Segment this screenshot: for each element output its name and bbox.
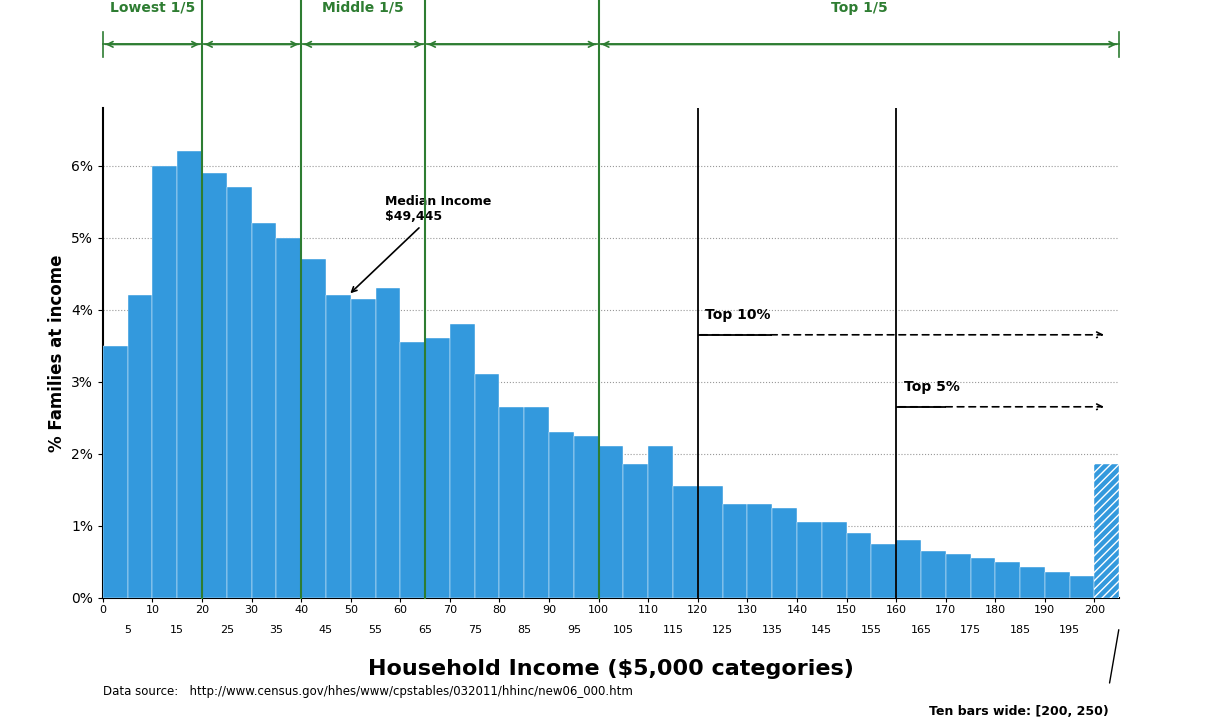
- Bar: [252, 223, 276, 598]
- Bar: [549, 432, 574, 598]
- Bar: [822, 522, 847, 598]
- Bar: [871, 544, 897, 598]
- Y-axis label: % Families at income: % Families at income: [47, 254, 65, 451]
- X-axis label: Household Income ($5,000 categories): Household Income ($5,000 categories): [368, 659, 854, 679]
- Bar: [375, 288, 401, 598]
- Text: Top 1/5: Top 1/5: [830, 1, 887, 15]
- Bar: [797, 522, 822, 598]
- Bar: [1095, 464, 1119, 598]
- Bar: [649, 446, 673, 598]
- Bar: [127, 295, 152, 598]
- Bar: [177, 151, 202, 598]
- Bar: [450, 324, 474, 598]
- Bar: [1045, 572, 1070, 598]
- Bar: [202, 173, 226, 598]
- Bar: [301, 259, 325, 598]
- Bar: [599, 446, 623, 598]
- Bar: [1070, 576, 1095, 598]
- Bar: [772, 508, 797, 598]
- Bar: [673, 486, 698, 598]
- Bar: [474, 374, 500, 598]
- Text: Middle 1/5: Middle 1/5: [322, 1, 404, 15]
- Bar: [1020, 567, 1045, 598]
- Text: Top 5%: Top 5%: [904, 380, 960, 394]
- Bar: [946, 554, 970, 598]
- Bar: [921, 551, 946, 598]
- Bar: [996, 562, 1020, 598]
- Bar: [401, 342, 425, 598]
- Bar: [351, 299, 375, 598]
- Bar: [152, 166, 177, 598]
- Bar: [847, 533, 871, 598]
- Text: Data source:   http://www.census.gov/hhes/www/cpstables/032011/hhinc/new06_000.h: Data source: http://www.census.gov/hhes/…: [103, 685, 633, 698]
- Bar: [425, 338, 450, 598]
- Bar: [276, 238, 301, 598]
- Bar: [500, 407, 524, 598]
- Bar: [623, 464, 649, 598]
- Text: Median Income
$49,445: Median Income $49,445: [352, 195, 491, 292]
- Bar: [574, 436, 599, 598]
- Bar: [103, 346, 127, 598]
- Bar: [524, 407, 549, 598]
- Text: Lowest 1/5: Lowest 1/5: [110, 1, 195, 15]
- Bar: [897, 540, 921, 598]
- Text: Ten bars wide: [200, 250): Ten bars wide: [200, 250): [929, 706, 1110, 719]
- Bar: [698, 486, 722, 598]
- Text: Top 10%: Top 10%: [705, 308, 771, 322]
- Bar: [748, 504, 772, 598]
- Bar: [325, 295, 351, 598]
- Bar: [722, 504, 748, 598]
- Bar: [226, 187, 252, 598]
- Bar: [970, 558, 996, 598]
